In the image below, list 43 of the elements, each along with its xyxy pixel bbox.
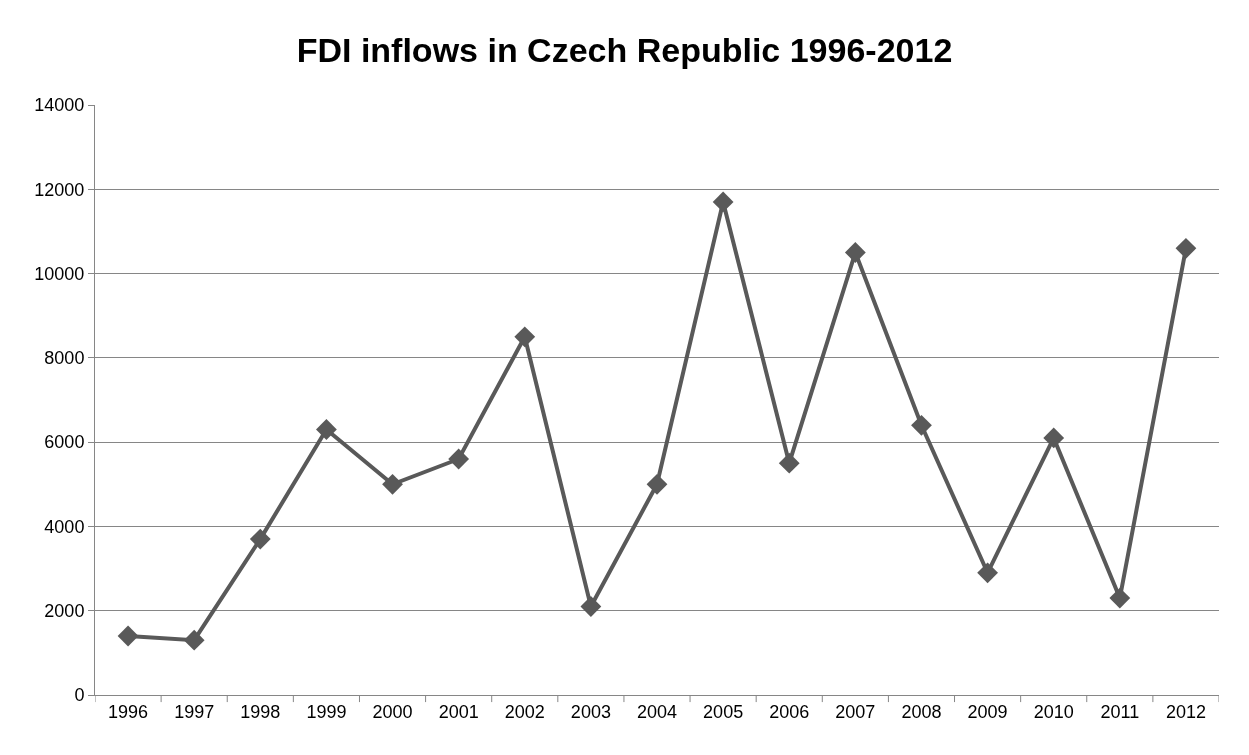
point [1109, 587, 1131, 609]
x-tick-label: 2009 [967, 701, 1008, 722]
x-tick-label: 2002 [504, 701, 545, 722]
x-tick-label: 1996 [108, 701, 149, 722]
point [316, 419, 337, 440]
point [646, 473, 668, 495]
x-tick-label: 1997 [174, 701, 215, 722]
x-tick-label: 2000 [372, 701, 413, 722]
x-tick-label: 2008 [901, 701, 942, 722]
point [249, 528, 271, 550]
x-tick-label: 2007 [835, 701, 876, 722]
chart-title: FDI inflows in Czech Republic 1996-2012 [296, 30, 953, 69]
y-tick-label: 14000 [34, 95, 85, 116]
y-tick-label: 4000 [44, 516, 85, 537]
x-tick-label: 2012 [1165, 701, 1206, 722]
x-tick-label: 2005 [703, 701, 744, 722]
point [712, 191, 734, 213]
point [1175, 237, 1197, 259]
y-tick-label: 10000 [34, 263, 85, 284]
x-tick-label: 2011 [1100, 701, 1140, 722]
y-tick-label: 12000 [34, 179, 85, 200]
point [844, 242, 866, 263]
x-tick-label: 1999 [306, 701, 347, 722]
y-tick-label: 0 [74, 685, 85, 706]
y-tick-label: 8000 [44, 348, 85, 369]
point [448, 448, 470, 470]
point [382, 473, 403, 495]
x-tick-label: 2001 [438, 701, 479, 722]
point [911, 414, 932, 436]
point [514, 326, 536, 348]
x-tick-label: 1998 [240, 701, 281, 722]
point [580, 596, 602, 617]
point [117, 625, 139, 647]
x-tick-label: 2010 [1033, 701, 1074, 722]
x-tick-label: 2006 [769, 701, 810, 722]
point [1043, 427, 1065, 449]
point [778, 452, 800, 474]
x-tick-label: 2003 [570, 701, 611, 722]
point [183, 629, 205, 651]
point [977, 562, 998, 584]
y-tick-label: 2000 [44, 601, 85, 622]
x-tick-label: 2004 [636, 701, 678, 722]
y-tick-label: 6000 [44, 432, 85, 453]
